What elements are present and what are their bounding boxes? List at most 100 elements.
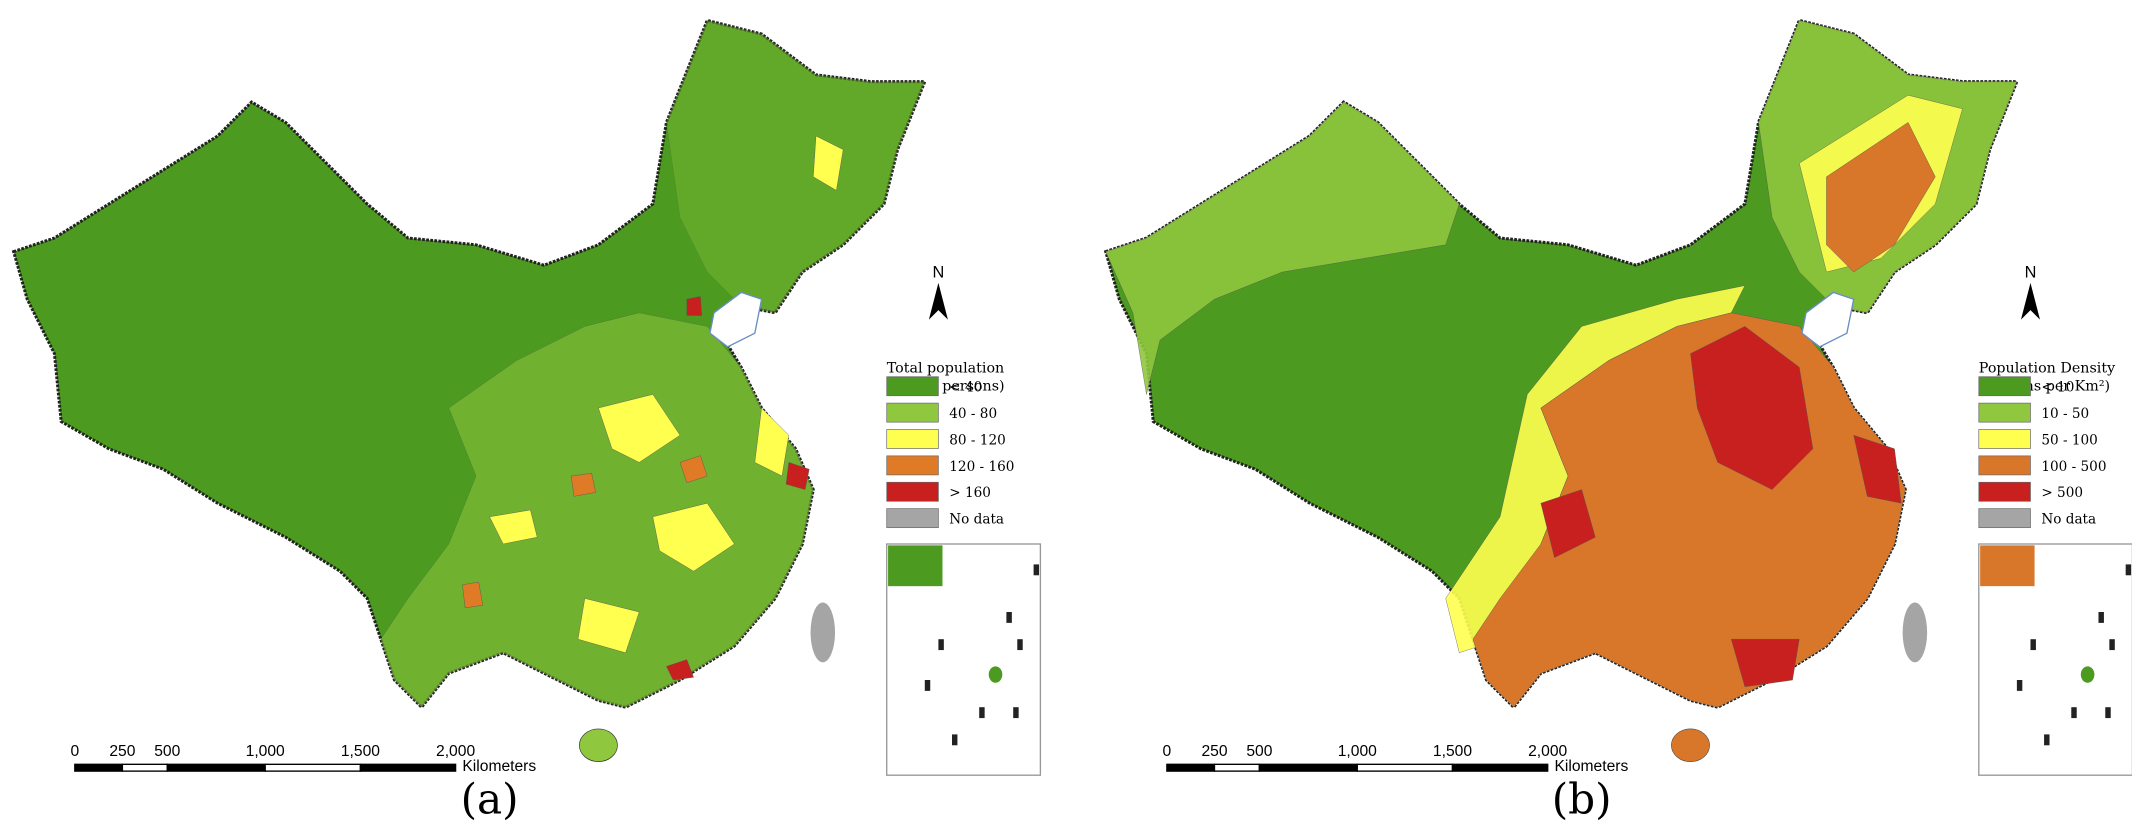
north-arrow <box>928 282 948 320</box>
map-taiwan <box>1902 602 1928 663</box>
inset-mainland <box>888 545 943 587</box>
inset-island-marker <box>938 639 944 651</box>
scale-bar-label: 1,000 <box>246 743 285 760</box>
inset-island-marker <box>1006 612 1012 623</box>
legend-label: 40 - 80 <box>949 406 997 422</box>
map-region <box>577 598 640 654</box>
inset-island-marker <box>2030 639 2036 651</box>
legend-label: > 160 <box>949 485 991 501</box>
scale-bar-segment <box>121 763 168 772</box>
map-hainan <box>579 728 618 762</box>
map-region <box>1731 638 1800 688</box>
map-region <box>598 394 681 463</box>
scale-bar-segment <box>1213 763 1261 772</box>
map-bohai-sea <box>1801 291 1855 348</box>
scale-bar-label: 250 <box>109 743 135 760</box>
scale-bar-label: 500 <box>154 743 180 760</box>
inset-island-marker <box>1013 707 1019 719</box>
scale-bar-segment <box>359 763 457 772</box>
inset-island-marker <box>2044 734 2050 746</box>
legend-title: Total population <box>887 361 1005 377</box>
scale-bar-segment <box>74 763 124 772</box>
legend-label: < 10 <box>2041 380 2074 396</box>
map-taiwan <box>810 602 836 663</box>
legend-label: 100 - 500 <box>2041 459 2106 475</box>
inset-mainland <box>1980 545 2035 587</box>
scale-bar-label: 2,000 <box>436 743 475 760</box>
map-region <box>1826 122 1936 273</box>
inset-island <box>988 666 1003 683</box>
scale-bar-segment <box>1451 763 1549 772</box>
map-region <box>1105 101 1460 395</box>
scale-bar-segment <box>166 763 266 772</box>
scale-bar-label: 1,500 <box>1433 743 1472 760</box>
map-region <box>652 502 735 572</box>
map-region <box>813 135 844 191</box>
map-region <box>462 581 484 609</box>
legend-swatch <box>1978 508 2031 529</box>
scale-bar-segment <box>264 763 362 772</box>
map-region <box>666 659 694 681</box>
legend-swatch <box>886 376 939 397</box>
north-arrow <box>2020 282 2040 320</box>
map-region <box>754 407 790 477</box>
map-region <box>666 20 926 314</box>
scale-bar-segment <box>1166 763 1216 772</box>
legend-swatch <box>886 481 939 502</box>
inset-island-marker <box>924 680 931 691</box>
map-region <box>1540 489 1596 558</box>
legend-label: No data <box>2041 512 2096 528</box>
legend-swatch <box>886 402 939 423</box>
map-region <box>570 473 596 497</box>
panel-caption: (b) <box>1552 774 1612 823</box>
legend-swatch <box>1978 429 2031 449</box>
inset-island-marker <box>2098 612 2104 623</box>
map-region <box>1853 434 1902 504</box>
scale-bar-label: 2,000 <box>1528 743 1567 760</box>
legend-label: 120 - 160 <box>949 459 1014 475</box>
map-region <box>489 509 538 545</box>
map-region <box>679 455 708 484</box>
legend-label: 50 - 100 <box>2041 432 2097 448</box>
scale-bar-label: 250 <box>1201 743 1227 760</box>
inset-island-marker <box>2125 564 2132 576</box>
legend-swatch <box>1978 455 2031 476</box>
scale-bar-label: 0 <box>1163 743 1172 760</box>
map-region <box>380 312 814 708</box>
north-label: N <box>933 263 945 281</box>
inset-island-marker <box>1033 564 1040 576</box>
legend-label: 10 - 50 <box>2041 406 2089 422</box>
scale-bar-label: 0 <box>70 743 79 760</box>
legend-swatch <box>886 429 939 449</box>
legend-label: < 40 <box>949 380 982 396</box>
scale-bar-label: 1,500 <box>341 743 380 760</box>
inset-island-marker <box>2105 707 2111 719</box>
legend-swatch <box>886 508 939 529</box>
map-region <box>785 462 810 490</box>
scale-bar-unit: Kilometers <box>462 758 536 775</box>
scale-bar-unit: Kilometers <box>1554 758 1628 775</box>
map-region <box>686 296 702 316</box>
legend-swatch <box>1978 402 2031 423</box>
north-label: N <box>2025 263 2037 281</box>
legend-swatch <box>886 455 939 476</box>
legend-swatch <box>1978 481 2031 502</box>
map-region <box>1690 326 1814 490</box>
map-bohai-sea <box>709 291 763 348</box>
panel-caption: (a) <box>461 774 519 823</box>
legend-swatch <box>1978 376 2031 397</box>
scale-bar-segment <box>1356 763 1454 772</box>
scale-bar-segment <box>1258 763 1358 772</box>
inset-island-marker <box>979 707 985 719</box>
legend-label: No data <box>949 512 1004 528</box>
scale-bar-label: 500 <box>1246 743 1272 760</box>
inset-island <box>2080 666 2095 683</box>
inset-island-marker <box>1017 639 1023 651</box>
legend-label: 80 - 120 <box>949 432 1005 448</box>
map-region <box>1671 728 1710 762</box>
inset-island-marker <box>2071 707 2077 719</box>
